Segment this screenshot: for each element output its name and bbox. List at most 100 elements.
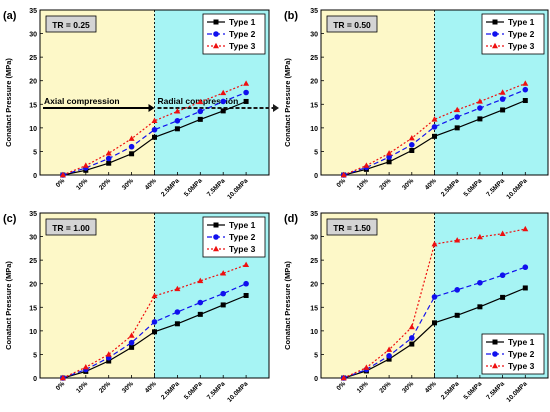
data-point-type-1 <box>175 321 180 326</box>
legend-marker-type-2 <box>213 31 219 37</box>
y-tick-label: 20 <box>29 282 37 289</box>
x-tick-label: 0% <box>336 380 348 392</box>
y-tick-label: 0 <box>33 376 37 383</box>
tr-label: TR = 1.50 <box>333 223 371 233</box>
y-tick-label: 15 <box>29 305 37 312</box>
y-tick-label: 25 <box>29 55 37 62</box>
data-point-type-2 <box>243 90 249 96</box>
data-point-type-2 <box>500 272 506 278</box>
data-point-type-1 <box>198 312 203 317</box>
x-tick-label: 10.0MPa <box>505 177 529 201</box>
x-tick-label: 7.5MPa <box>485 177 506 198</box>
data-point-type-1 <box>221 108 226 113</box>
x-tick-label: 20% <box>98 380 112 394</box>
y-tick-label: 0 <box>314 173 318 180</box>
y-tick-label: 25 <box>310 258 318 265</box>
y-tick-label: 35 <box>29 8 37 15</box>
y-axis-label: Conatact Pressure (MPa) <box>4 58 13 147</box>
data-point-type-2 <box>409 142 415 148</box>
x-tick-label: 20% <box>378 177 392 191</box>
data-point-type-2 <box>386 353 392 359</box>
panel-label: (c) <box>3 213 17 225</box>
x-tick-label: 2.5MPa <box>440 380 461 401</box>
y-tick-label: 10 <box>310 126 318 133</box>
legend-label-type-3: Type 3 <box>229 41 256 51</box>
y-axis-label: Conatact Pressure (MPa) <box>4 261 13 350</box>
data-point-type-2 <box>198 300 204 306</box>
data-point-type-2 <box>477 280 483 286</box>
data-point-type-1 <box>129 345 134 350</box>
x-tick-label: 40% <box>424 177 438 191</box>
data-point-type-1 <box>523 98 528 103</box>
chart-panel-3: 0 5 10 15 20 25 30 35 0% 10% 20% 30% 40% 2.5MPa 5.0MPa… <box>3 211 269 404</box>
data-point-type-2 <box>477 105 483 111</box>
x-tick-label: 7.5MPa <box>206 380 227 401</box>
y-tick-label: 10 <box>29 329 37 336</box>
data-point-type-2 <box>106 156 112 162</box>
axial-compression-label: Axial compression <box>44 96 120 106</box>
x-tick-label: 5.0MPa <box>183 177 204 198</box>
panel-label: (a) <box>3 10 17 22</box>
x-tick-label: 10.0MPa <box>226 177 250 201</box>
y-tick-label: 5 <box>33 352 37 359</box>
data-point-type-1 <box>455 125 460 130</box>
radial-arrow-head <box>273 104 279 112</box>
panel-label: (b) <box>284 10 298 22</box>
x-tick-label: 5.0MPa <box>463 380 484 401</box>
data-point-type-1 <box>409 148 414 153</box>
x-tick-label: 0% <box>55 380 67 392</box>
legend-marker-type-1 <box>214 223 219 228</box>
data-point-type-1 <box>387 159 392 164</box>
legend-label-type-3: Type 3 <box>508 361 535 371</box>
data-point-type-1 <box>477 116 482 121</box>
data-point-type-2 <box>220 291 226 297</box>
legend-label-type-2: Type 2 <box>508 349 535 359</box>
x-tick-label: 30% <box>401 380 415 394</box>
x-tick-label: 20% <box>98 177 112 191</box>
y-tick-label: 20 <box>310 79 318 86</box>
data-point-type-2 <box>432 294 438 300</box>
x-tick-label: 10.0MPa <box>505 380 529 404</box>
y-tick-label: 15 <box>310 102 318 109</box>
data-point-type-1 <box>244 293 249 298</box>
x-tick-label: 30% <box>121 177 135 191</box>
data-point-type-1 <box>432 134 437 139</box>
y-tick-label: 25 <box>310 55 318 62</box>
axial-region <box>321 10 435 175</box>
data-point-type-1 <box>500 295 505 300</box>
axial-region <box>321 213 435 378</box>
y-tick-label: 15 <box>29 102 37 109</box>
legend-label-type-2: Type 2 <box>229 232 256 242</box>
data-point-type-1 <box>152 329 157 334</box>
data-point-type-1 <box>129 151 134 156</box>
tr-label: TR = 0.25 <box>52 20 90 30</box>
x-tick-label: 2.5MPa <box>160 380 181 401</box>
legend-marker-type-2 <box>213 234 219 240</box>
x-tick-label: 7.5MPa <box>206 177 227 198</box>
data-point-type-2 <box>129 340 135 346</box>
x-tick-label: 20% <box>378 380 392 394</box>
x-tick-label: 40% <box>424 380 438 394</box>
tr-label: TR = 1.00 <box>52 223 90 233</box>
x-tick-label: 0% <box>55 177 67 189</box>
x-tick-label: 10.0MPa <box>226 380 250 404</box>
data-point-type-1 <box>500 107 505 112</box>
legend-marker-type-1 <box>214 20 219 25</box>
data-point-type-2 <box>129 144 135 150</box>
x-tick-label: 5.0MPa <box>463 177 484 198</box>
y-tick-label: 20 <box>29 79 37 86</box>
data-point-type-2 <box>152 319 158 325</box>
legend-label-type-3: Type 3 <box>508 41 535 51</box>
y-tick-label: 10 <box>29 126 37 133</box>
y-tick-label: 0 <box>314 376 318 383</box>
y-tick-label: 15 <box>310 305 318 312</box>
x-tick-label: 30% <box>121 380 135 394</box>
data-point-type-2 <box>175 309 181 315</box>
x-tick-label: 40% <box>144 380 158 394</box>
data-point-type-1 <box>523 285 528 290</box>
y-tick-label: 30 <box>310 32 318 39</box>
legend-label-type-1: Type 1 <box>229 17 256 27</box>
data-point-type-1 <box>221 302 226 307</box>
data-point-type-1 <box>244 99 249 104</box>
